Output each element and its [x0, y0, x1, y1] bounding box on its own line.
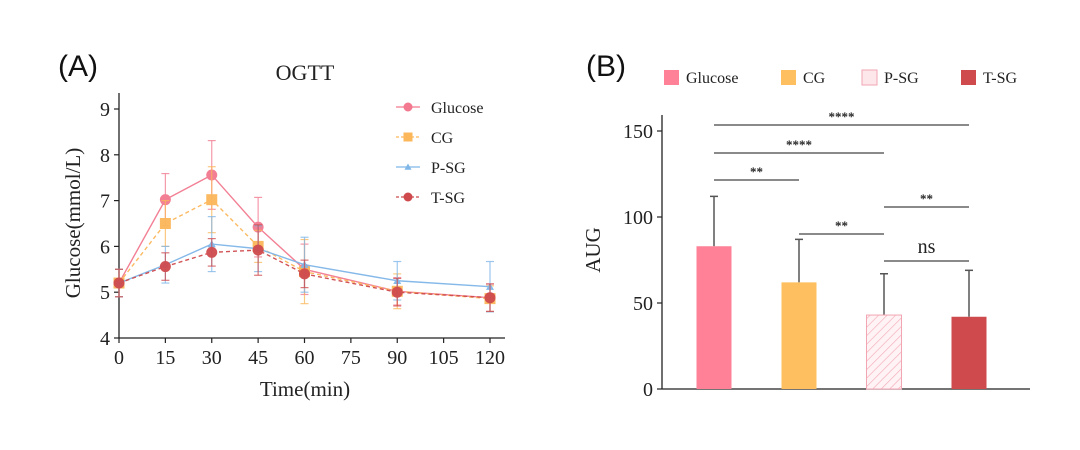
- data-point: [484, 292, 496, 304]
- chart-a-xlabel: Time(min): [260, 377, 350, 401]
- x-tick-label: 75: [341, 347, 361, 369]
- legend-item: CG: [781, 70, 826, 87]
- bar: [781, 282, 817, 389]
- significance-bracket: **: [799, 218, 884, 235]
- data-point: [206, 194, 218, 206]
- chart-a-title: OGTT: [276, 60, 335, 85]
- significance-bracket: ****: [714, 137, 884, 154]
- legend-item: P-SG: [396, 160, 466, 177]
- significance-bracket: ns: [884, 236, 969, 262]
- panel-b-label: (B): [586, 50, 626, 83]
- significance-label: **: [920, 191, 933, 206]
- bar-group-t-sg: [951, 269, 987, 389]
- x-tick-label: 90: [387, 347, 407, 369]
- data-point: [206, 246, 218, 258]
- legend-marker: [404, 163, 412, 170]
- significance-bracket: **: [884, 191, 969, 208]
- x-tick-label: 0: [114, 347, 124, 369]
- data-point: [391, 286, 403, 298]
- legend-label: T-SG: [983, 70, 1018, 87]
- significance-label: ****: [829, 109, 855, 124]
- data-point: [159, 218, 171, 229]
- legend-item: P-SG: [861, 69, 919, 87]
- legend-marker: [403, 132, 413, 142]
- legend-marker: [403, 102, 413, 112]
- bar: [866, 314, 902, 390]
- legend-label: Glucose: [431, 100, 483, 117]
- bar-group-cg: [781, 238, 817, 389]
- data-point: [252, 244, 264, 256]
- y-tick-label: 9: [100, 99, 110, 121]
- significance-label: ****: [786, 137, 812, 152]
- legend-label: CG: [431, 130, 454, 147]
- legend-label: Glucose: [686, 70, 738, 87]
- x-tick-label: 15: [155, 347, 175, 369]
- bar: [696, 246, 732, 389]
- bar-group-glucose: [696, 195, 732, 389]
- chart-b-ylabel: AUG: [581, 227, 605, 273]
- legend-item: Glucose: [664, 70, 738, 87]
- legend-item: CG: [396, 130, 454, 147]
- y-tick-label: 150: [623, 121, 653, 143]
- significance-bracket: ****: [714, 109, 969, 126]
- legend-swatch: [861, 69, 878, 86]
- legend-marker: [403, 192, 413, 202]
- legend-label: P-SG: [884, 70, 919, 87]
- y-tick-label: 100: [623, 207, 653, 229]
- legend-item: T-SG: [396, 190, 466, 207]
- legend-label: T-SG: [431, 190, 466, 207]
- y-tick-label: 6: [100, 236, 110, 258]
- y-tick-label: 50: [633, 293, 653, 315]
- legend-swatch: [781, 70, 796, 85]
- y-tick-label: 7: [100, 191, 110, 213]
- significance-label: **: [750, 164, 763, 179]
- significance-label: ns: [918, 236, 936, 258]
- significance-label: **: [835, 218, 848, 233]
- data-point: [159, 194, 171, 206]
- series-t-sg: [113, 224, 496, 313]
- bar-group-p-sg: [866, 273, 902, 390]
- significance-bracket: **: [714, 164, 799, 181]
- y-tick-label: 8: [100, 145, 110, 167]
- legend-label: CG: [803, 70, 826, 87]
- panel-a-label: (A): [58, 50, 98, 83]
- x-tick-label: 45: [248, 347, 268, 369]
- chart-a-ylabel: Glucose(mmol/L): [61, 148, 85, 298]
- legend-swatch: [664, 70, 679, 85]
- bar: [951, 316, 987, 389]
- legend-label: P-SG: [431, 160, 466, 177]
- x-tick-label: 105: [429, 347, 459, 369]
- y-tick-label: 4: [100, 328, 110, 350]
- x-tick-label: 30: [202, 347, 222, 369]
- y-tick-label: 5: [100, 282, 110, 304]
- data-point: [299, 268, 310, 280]
- data-point: [159, 261, 171, 273]
- legend-item: Glucose: [396, 100, 483, 117]
- x-tick-label: 60: [295, 347, 315, 369]
- legend-swatch: [961, 70, 976, 85]
- data-point: [113, 277, 125, 289]
- legend-item: T-SG: [961, 70, 1018, 87]
- y-tick-label: 0: [643, 379, 653, 401]
- x-tick-label: 120: [475, 347, 505, 369]
